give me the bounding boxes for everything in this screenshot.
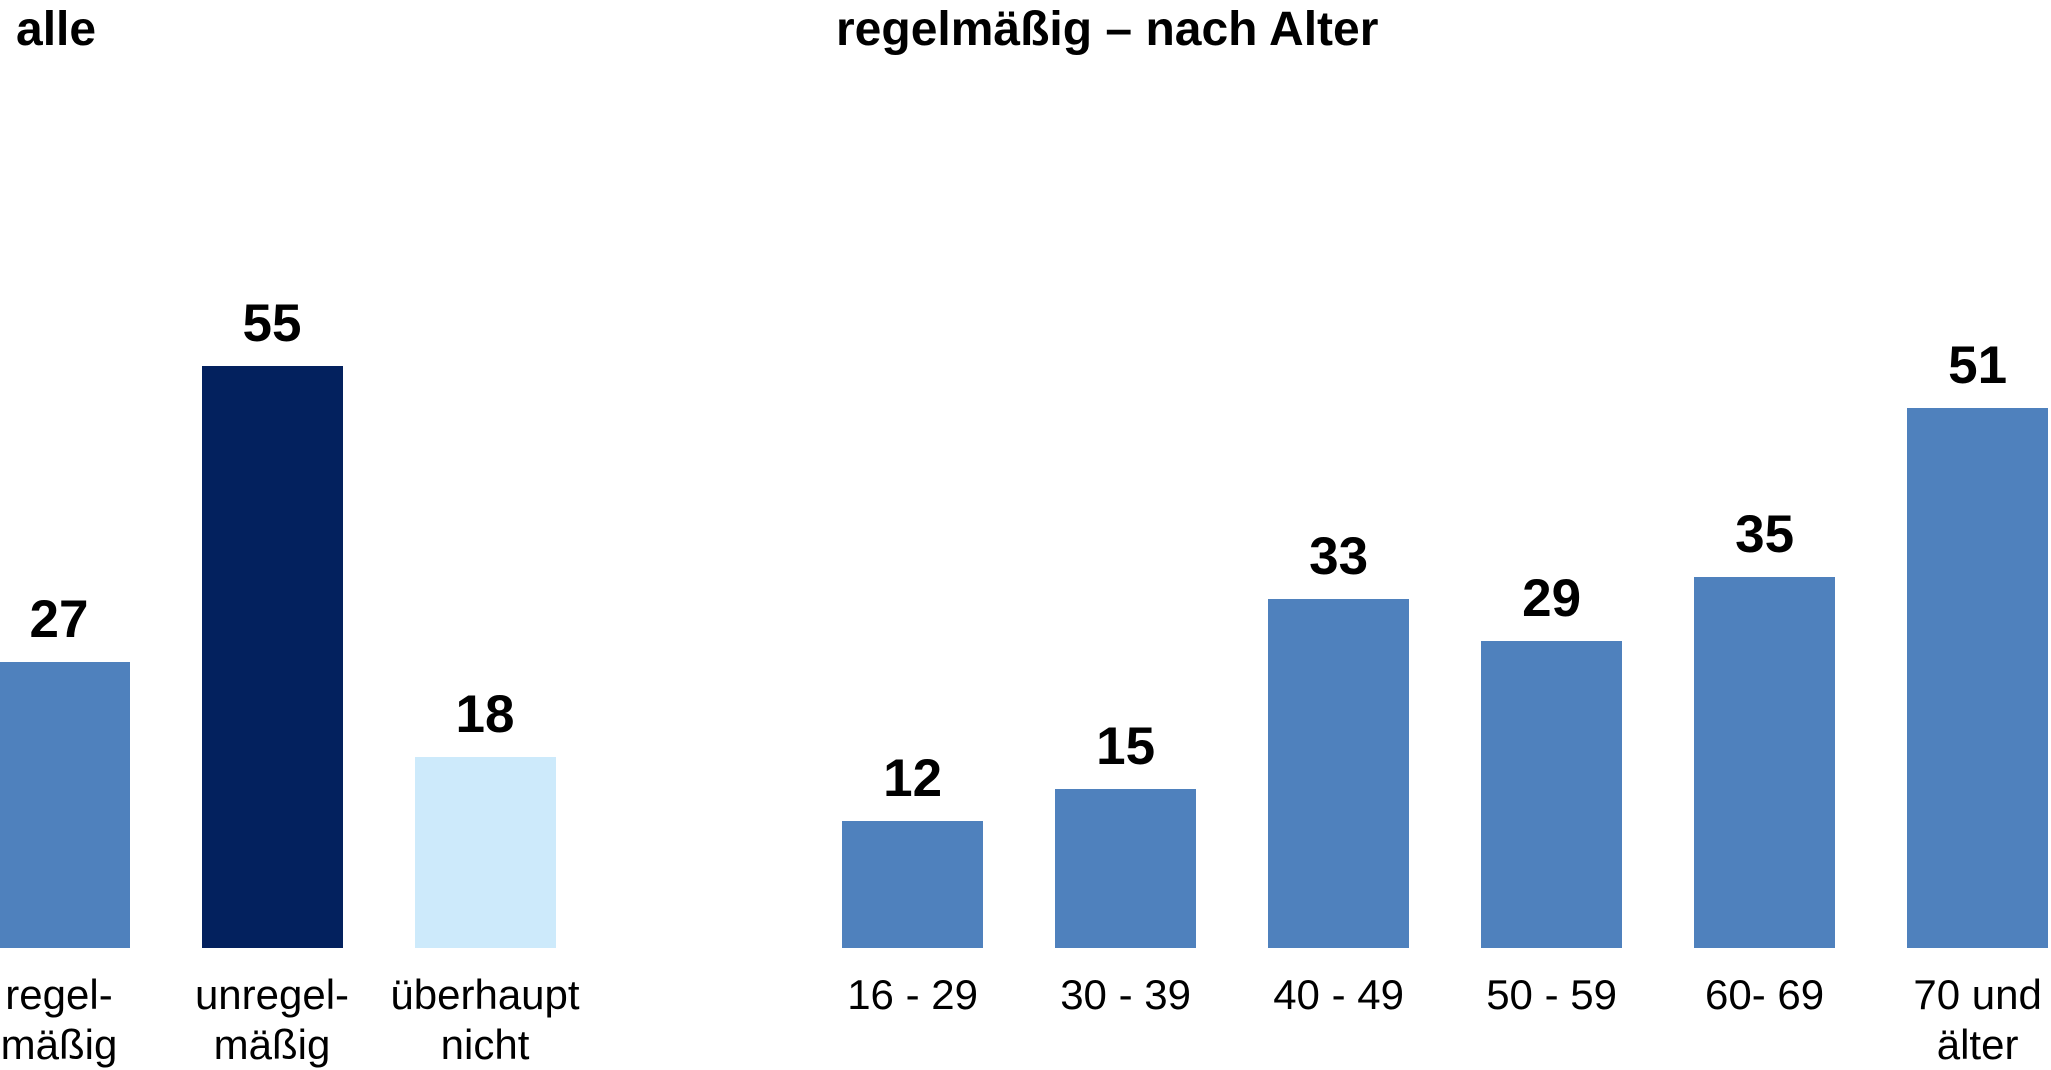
bar bbox=[414, 757, 556, 948]
category-label: 60- 69 bbox=[1705, 971, 1825, 1018]
value-label: 27 bbox=[29, 590, 89, 650]
category-label: regel- mäßig bbox=[0, 971, 118, 1068]
value-label: 55 bbox=[242, 293, 302, 353]
value-label: 15 bbox=[1096, 717, 1156, 777]
category-label: 16 - 29 bbox=[847, 971, 978, 1018]
bar bbox=[1055, 789, 1197, 948]
category-label: 70 und älter bbox=[1913, 971, 2042, 1068]
bar bbox=[0, 662, 130, 948]
category-label: 30 - 39 bbox=[1060, 971, 1191, 1018]
value-label: 18 bbox=[455, 685, 515, 745]
bar bbox=[1907, 407, 2049, 948]
bar bbox=[1694, 577, 1836, 948]
category-label: überhaupt nicht bbox=[390, 971, 580, 1068]
value-label: 12 bbox=[883, 748, 943, 808]
category-label: 40 - 49 bbox=[1273, 971, 1404, 1018]
value-label: 33 bbox=[1309, 526, 1369, 586]
bar bbox=[842, 820, 984, 948]
value-label: 51 bbox=[1948, 335, 2008, 395]
bar bbox=[1481, 640, 1623, 948]
bar bbox=[1268, 598, 1410, 948]
value-label: 29 bbox=[1522, 568, 1582, 628]
chart-title: regelmäßig – nach Alter bbox=[836, 3, 1379, 56]
bar bbox=[201, 365, 343, 948]
category-label: 50 - 59 bbox=[1486, 971, 1617, 1018]
value-label: 35 bbox=[1735, 505, 1795, 565]
chart-title: alle bbox=[16, 3, 97, 56]
category-label: unregel- mäßig bbox=[194, 971, 350, 1068]
